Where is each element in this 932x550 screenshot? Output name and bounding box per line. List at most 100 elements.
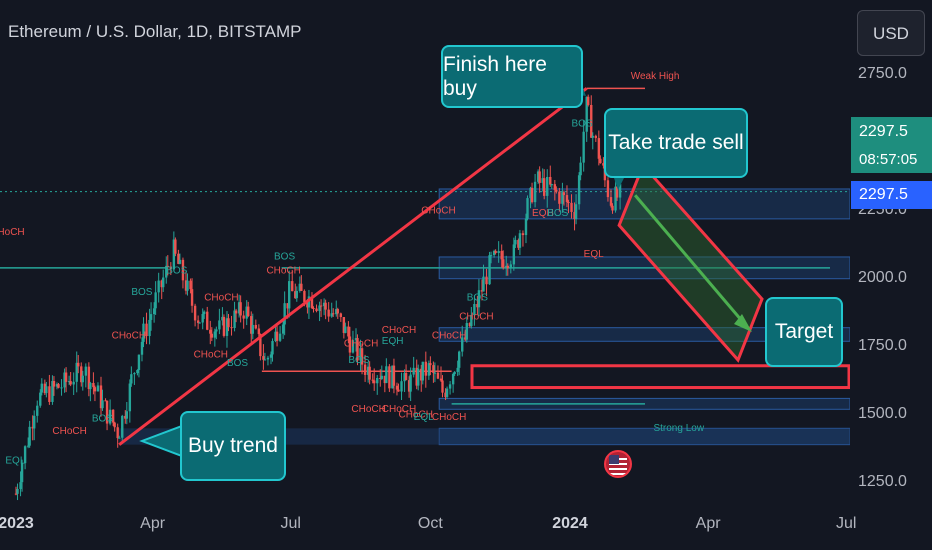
candle-body [561,192,564,204]
candle [427,360,431,380]
candle-body [587,96,590,105]
candle [562,190,566,206]
candle [193,303,197,327]
candle-body [307,296,311,308]
candle [137,354,141,378]
candle-body [291,281,294,292]
candle [577,172,581,210]
structure-label: BOS [467,292,488,303]
currency-button[interactable]: USD [857,10,925,56]
candle [89,381,92,402]
candle [380,365,383,381]
x-tick-label: 2024 [552,515,588,532]
candle-body [99,385,103,409]
candle-body [28,426,31,446]
candle-body [348,336,352,353]
candle-body [69,381,72,385]
candle-body [505,265,508,268]
countdown-tag: 08:57:05 [851,147,932,173]
candle [136,369,139,376]
candle-body [111,409,115,423]
candle [14,486,18,496]
candle-body [190,289,194,306]
candle [480,279,484,301]
candle [64,367,68,393]
candle-body [298,283,302,291]
candle-body [366,366,370,375]
candle-body [288,281,291,309]
candle [319,299,323,318]
structure-label: CHoCH [432,412,466,423]
candle-body [529,187,532,199]
candle-body [492,250,496,256]
candle-body [332,313,335,315]
candle [395,382,399,396]
candle-body [104,400,107,402]
candle [166,255,169,276]
candle-body [574,204,578,220]
candle-body [57,384,60,388]
candle [177,249,180,265]
candle [263,352,267,361]
candle [184,271,188,295]
candle-body [373,380,376,384]
candle [239,295,242,323]
candle-body [14,493,18,495]
candle [502,250,505,270]
candle-body [417,368,420,386]
us-flag-icon[interactable] [604,450,632,478]
candle [609,189,613,208]
candle-body [193,305,197,321]
candle-body [618,184,622,198]
candle [43,379,47,395]
candle-body [477,290,481,308]
candle-body [142,323,145,342]
candle [274,325,277,343]
candle [451,372,455,393]
structure-label: CHoCH [382,404,416,415]
candle [497,241,500,263]
candle-body [81,375,84,383]
candle-body [233,310,236,328]
candle [526,195,529,221]
structure-label: CHoCH [351,404,385,415]
candle [417,364,420,391]
candle-body [509,264,513,269]
candle [582,120,585,172]
candle-body [315,308,318,312]
candle-body [555,189,558,192]
candle [565,185,569,208]
candle [327,302,330,322]
candle-body [521,233,525,236]
candle [145,312,148,345]
candle [354,328,358,352]
candle-body [546,176,549,196]
candle [99,376,103,417]
candle [573,202,576,231]
candle-body [330,313,333,317]
candle [533,173,537,208]
candle-body [215,329,218,332]
candle [587,94,590,107]
candle [574,194,578,225]
symbol-title[interactable]: Ethereum / U.S. Dollar, 1D, BITSTAMP [8,22,302,41]
candle-body [562,192,566,196]
candle-body [536,171,540,182]
candle [606,177,610,202]
candle [597,130,601,166]
structure-label: BOS [131,287,152,298]
candle-body [500,251,503,260]
candle-body [225,318,229,336]
structure-label: BOS [166,265,187,276]
candle [500,244,503,268]
candle [514,235,517,249]
candle-body [140,341,144,355]
candle [93,385,97,402]
candle-body [80,366,83,383]
candle-body [441,380,444,393]
candle [262,344,265,370]
candle-body [230,327,233,329]
candle [169,262,173,276]
candle [133,372,136,385]
